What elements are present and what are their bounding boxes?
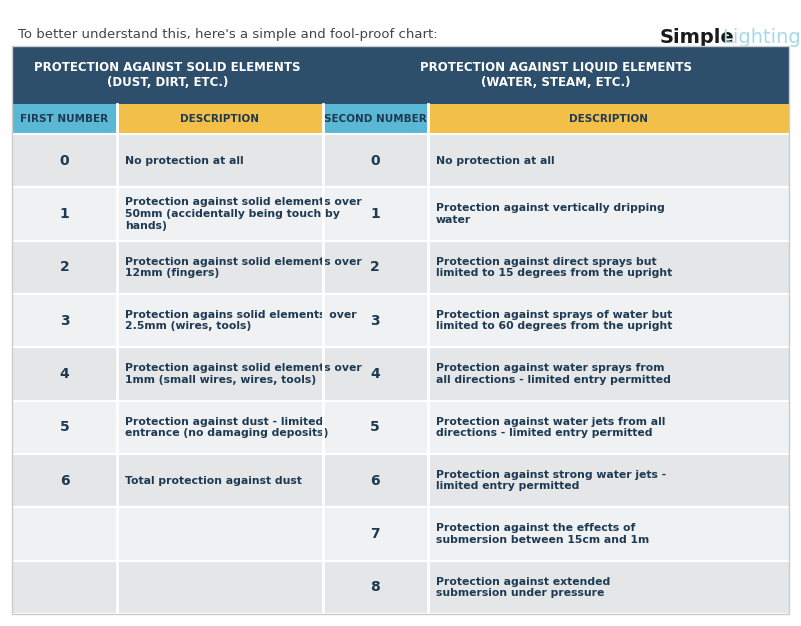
Text: Protection against sprays of water but
limited to 60 degrees from the upright: Protection against sprays of water but l… [436,310,672,331]
Text: Protection against dust - limited
entrance (no damaging deposits): Protection against dust - limited entran… [125,416,328,438]
Bar [12,561,789,614]
Text: Protection against solid elements over
12mm (fingers): Protection against solid elements over 1… [125,257,361,278]
Bar [117,104,323,134]
Text: PROTECTION AGAINST SOLID ELEMENTS
(DUST, DIRT, ETC.): PROTECTION AGAINST SOLID ELEMENTS (DUST,… [34,61,300,89]
Text: 5: 5 [370,420,380,434]
Bar [323,104,428,134]
Bar [12,134,789,187]
Bar [12,240,789,294]
Bar [12,104,117,134]
Bar [12,187,789,240]
Text: No protection at all: No protection at all [125,156,244,166]
Bar [12,347,789,401]
Text: Protection agains solid elements over
2.5mm (wires, tools): Protection agains solid elements over 2.… [125,310,356,331]
Text: 8: 8 [370,580,380,594]
Text: 7: 7 [370,527,380,541]
Text: 4: 4 [370,367,380,381]
Text: Protection against direct sprays but
limited to 15 degrees from the upright: Protection against direct sprays but lim… [436,257,672,278]
Text: Protection against water jets from all
directions - limited entry permitted: Protection against water jets from all d… [436,416,665,438]
FancyBboxPatch shape [12,46,323,104]
Text: Protection against the effects of
submersion between 15cm and 1m: Protection against the effects of submer… [436,523,649,545]
Bar [323,46,789,104]
Text: Protection against water sprays from
all directions - limited entry permitted: Protection against water sprays from all… [436,363,670,385]
Text: 1: 1 [59,207,70,221]
Text: PROTECTION AGAINST LIQUID ELEMENTS
(WATER, STEAM, ETC.): PROTECTION AGAINST LIQUID ELEMENTS (WATE… [420,61,692,89]
Text: DESCRIPTION: DESCRIPTION [569,114,648,124]
Text: Protection against vertically dripping
water: Protection against vertically dripping w… [436,203,665,225]
Text: DESCRIPTION: DESCRIPTION [180,114,260,124]
FancyBboxPatch shape [323,46,789,104]
Text: 6: 6 [370,474,380,488]
Bar [12,454,789,507]
Text: To better understand this, here's a simple and fool-proof chart:: To better understand this, here's a simp… [18,28,437,41]
FancyBboxPatch shape [12,46,323,104]
Text: No protection at all: No protection at all [436,156,554,166]
Text: FIRST NUMBER: FIRST NUMBER [20,114,108,124]
Text: 0: 0 [59,153,69,168]
Text: 4: 4 [59,367,70,381]
Text: Protection against extended
submersion under pressure: Protection against extended submersion u… [436,577,610,598]
Text: Protection against strong water jets -
limited entry permitted: Protection against strong water jets - l… [436,470,666,491]
Text: Total protection against dust: Total protection against dust [125,476,302,486]
Text: Simple: Simple [660,28,735,47]
Bar [12,401,789,454]
Text: Lighting: Lighting [722,28,801,47]
Text: SECOND NUMBER: SECOND NUMBER [324,114,427,124]
Text: 1: 1 [370,207,380,221]
Text: 3: 3 [370,314,380,327]
Text: Protection against solid elements over
1mm (small wires, wires, tools): Protection against solid elements over 1… [125,363,361,385]
Text: 2: 2 [370,260,380,274]
Text: 6: 6 [59,474,69,488]
Bar [12,46,323,104]
Text: Protection against solid elements over
50mm (accidentally being touch by
hands): Protection against solid elements over 5… [125,197,361,230]
Bar [428,104,789,134]
Bar [12,507,789,561]
Text: 3: 3 [59,314,69,327]
Text: 0: 0 [370,153,380,168]
Bar [12,294,789,347]
Text: 5: 5 [59,420,70,434]
Text: 2: 2 [59,260,70,274]
